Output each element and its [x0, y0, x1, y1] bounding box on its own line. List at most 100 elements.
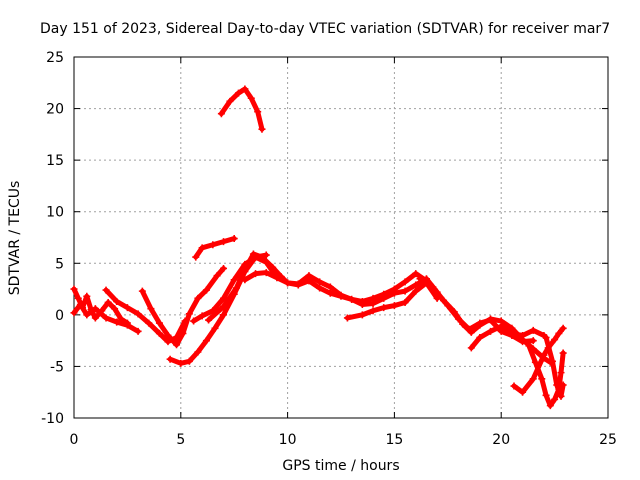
data-point: [305, 272, 313, 280]
data-point: [551, 336, 559, 344]
data-point: [104, 298, 112, 306]
data-point: [192, 253, 200, 261]
data-point: [412, 270, 420, 278]
data-point: [202, 337, 210, 345]
data-point: [487, 327, 495, 335]
data-point: [553, 381, 561, 389]
data-point: [401, 298, 409, 306]
data-point: [220, 238, 228, 246]
data-point: [519, 388, 527, 396]
data-point: [337, 291, 345, 299]
data-point: [450, 308, 458, 316]
data-point: [241, 265, 249, 273]
data-point: [559, 324, 567, 332]
data-point: [205, 316, 213, 324]
data-point: [390, 302, 398, 310]
data-point: [138, 287, 146, 295]
data-point: [241, 276, 249, 284]
gridlines: [74, 57, 608, 418]
data-point: [198, 244, 206, 252]
data-series: [70, 85, 567, 410]
data-point: [220, 294, 228, 302]
data-point: [380, 304, 388, 312]
plot-frame: [73, 56, 609, 419]
data-point: [551, 395, 559, 403]
data-point: [252, 270, 260, 278]
data-point: [230, 235, 238, 243]
data-point: [358, 301, 366, 309]
data-point: [177, 359, 185, 367]
data-point: [254, 108, 262, 116]
data-point: [467, 344, 475, 352]
data-point: [510, 382, 518, 390]
data-point: [194, 348, 202, 356]
y-tick-label: 5: [55, 256, 64, 272]
data-point: [269, 263, 277, 271]
data-point: [555, 329, 563, 337]
data-point: [155, 319, 163, 327]
data-point: [559, 349, 567, 357]
data-point: [102, 314, 110, 322]
data-point: [429, 283, 437, 291]
data-point: [76, 301, 84, 309]
y-tick-label: -10: [41, 411, 64, 427]
y-tick-label: 25: [46, 50, 64, 66]
series-track-1: [217, 85, 266, 133]
data-point: [234, 89, 242, 97]
data-point: [326, 289, 334, 297]
data-point: [401, 278, 409, 286]
data-point: [316, 284, 324, 292]
data-point: [220, 264, 228, 272]
data-point: [220, 311, 228, 319]
data-point: [113, 318, 121, 326]
data-point: [202, 286, 210, 294]
data-point: [559, 381, 567, 389]
data-point: [74, 294, 82, 302]
x-tick-label: 25: [599, 432, 617, 448]
axis-ticks: 0 5 10 15 20 25 -10 -5 0 5 10 15 20 25: [41, 50, 617, 448]
data-point: [525, 342, 533, 350]
y-tick-label: 20: [46, 102, 64, 118]
data-point: [358, 311, 366, 319]
data-point: [542, 334, 550, 342]
data-point: [247, 94, 255, 102]
data-point: [164, 331, 172, 339]
data-point: [145, 319, 153, 327]
data-point: [173, 341, 181, 349]
data-point: [179, 329, 187, 337]
data-point: [401, 287, 409, 295]
data-point: [369, 307, 377, 315]
data-point: [241, 85, 249, 93]
data-point: [258, 125, 266, 133]
data-point: [226, 97, 234, 105]
y-tick-label: 15: [46, 153, 64, 169]
data-point: [166, 355, 174, 363]
data-point: [123, 321, 131, 329]
data-point: [459, 320, 467, 328]
data-point: [190, 317, 198, 325]
x-tick-label: 15: [385, 432, 403, 448]
data-point: [83, 311, 91, 319]
data-point: [198, 312, 206, 320]
data-point: [380, 294, 388, 302]
data-point: [476, 334, 484, 342]
series-track-14: [510, 324, 567, 396]
data-point: [91, 314, 99, 322]
data-point: [273, 274, 281, 282]
data-point: [262, 269, 270, 277]
data-point: [209, 241, 217, 249]
data-point: [113, 297, 121, 305]
data-point: [416, 275, 424, 283]
data-point: [412, 287, 420, 295]
data-point: [185, 357, 193, 365]
data-point: [557, 369, 565, 377]
data-point: [211, 324, 219, 332]
chart-title: Day 151 of 2023, Sidereal Day-to-day VTE…: [40, 21, 610, 37]
data-point: [102, 286, 110, 294]
x-tick-label: 0: [70, 432, 79, 448]
data-point: [91, 305, 99, 313]
data-point: [390, 289, 398, 297]
data-point: [529, 337, 537, 345]
data-point: [440, 296, 448, 304]
x-tick-label: 10: [279, 432, 297, 448]
